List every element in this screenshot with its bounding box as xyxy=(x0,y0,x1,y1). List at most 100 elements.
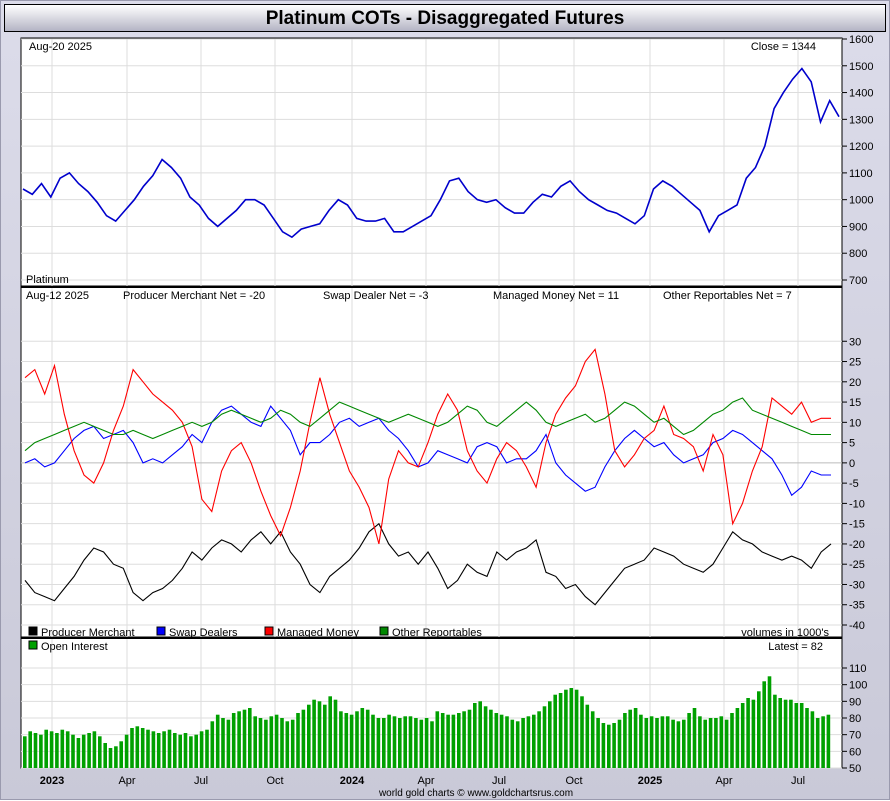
y-tick-label: 60 xyxy=(849,746,861,758)
x-tick-label: 2023 xyxy=(40,775,64,787)
y-tick-label: 1600 xyxy=(849,34,873,46)
y-tick-label: 800 xyxy=(849,248,867,260)
footer-credit: world gold charts © www.goldchartsrus.co… xyxy=(378,788,573,799)
oi-bar xyxy=(692,708,697,768)
chart-title: Platinum COTs - Disaggregated Futures xyxy=(4,4,886,32)
oi-bar xyxy=(349,714,354,768)
oi-bar xyxy=(285,721,290,768)
y-tick-label: 70 xyxy=(849,730,861,742)
y-tick-label: -25 xyxy=(849,559,865,571)
y-tick-label: 700 xyxy=(849,275,867,287)
y-tick-label: 90 xyxy=(849,696,861,708)
oi-bar xyxy=(98,736,102,768)
oi-bar xyxy=(746,698,750,768)
x-tick-label: Jul xyxy=(791,775,805,787)
oi-bar xyxy=(435,711,440,768)
oi-bar xyxy=(467,709,472,768)
oi-bar xyxy=(735,708,740,768)
oi-bar xyxy=(344,713,349,768)
oi-bar xyxy=(430,721,434,768)
x-tick-label: 2025 xyxy=(638,775,662,787)
y-tick-label: 1000 xyxy=(849,195,873,207)
oi-bar xyxy=(301,709,306,768)
oi-bar xyxy=(783,699,788,768)
oi-bar xyxy=(494,713,499,768)
oi-bar xyxy=(124,734,129,768)
oi-bar xyxy=(698,716,702,768)
y-tick-label: -20 xyxy=(849,539,865,551)
oi-bar xyxy=(558,693,563,768)
oi-bar xyxy=(515,721,520,768)
units-label: volumes in 1000's xyxy=(741,627,829,639)
oi-bar xyxy=(39,734,43,768)
oi-bar xyxy=(365,709,370,768)
oi-bar xyxy=(167,729,172,768)
y-tick-label: 25 xyxy=(849,357,861,369)
legend-producer: Producer Merchant xyxy=(41,627,135,639)
oi-bar xyxy=(114,746,118,768)
x-tick-label: Oct xyxy=(266,775,283,787)
oi-bar xyxy=(815,718,820,768)
y-tick-label: 5 xyxy=(849,438,855,450)
managed-money-line xyxy=(24,348,831,545)
oi-bar xyxy=(708,718,713,768)
oi-bar xyxy=(794,703,799,768)
oi-bar xyxy=(682,719,686,768)
oi-bar xyxy=(821,716,825,768)
oi-bar xyxy=(499,714,504,768)
price-close-label: Close = 1344 xyxy=(751,41,816,53)
y-tick-label: 30 xyxy=(849,336,861,348)
oi-bar xyxy=(264,719,268,768)
oi-bar xyxy=(644,718,649,768)
oi-bar xyxy=(92,731,97,768)
oi-bar xyxy=(703,719,707,768)
oi-bar xyxy=(773,694,777,768)
oi-bar xyxy=(537,711,541,768)
y-tick-label: 50 xyxy=(849,763,861,775)
oi-bar xyxy=(623,713,627,768)
oi-bar xyxy=(719,716,724,768)
oi-bar xyxy=(28,731,32,768)
oi-bar xyxy=(789,699,793,768)
oi-bar xyxy=(237,711,241,768)
oi-bar xyxy=(601,723,606,768)
oi-bar xyxy=(65,731,70,768)
legend-other: Other Reportables xyxy=(392,627,482,639)
legend-swatch-producer xyxy=(28,626,38,636)
oi-bar xyxy=(108,748,113,768)
y-axis-labels: 7008009001000110012001300140015001600-40… xyxy=(842,34,873,775)
oi-bar xyxy=(210,721,215,768)
oi-bar xyxy=(553,694,557,768)
grid-lines xyxy=(21,38,842,769)
oi-bar xyxy=(564,689,568,768)
oi-bar xyxy=(676,721,681,768)
oi-bar xyxy=(151,731,156,768)
oi-bar xyxy=(580,696,584,768)
x-tick-label: Apr xyxy=(715,775,732,787)
oi-bar xyxy=(226,719,231,768)
y-tick-label: 100 xyxy=(849,680,867,692)
y-tick-label: 1500 xyxy=(849,61,873,73)
y-tick-label: 0 xyxy=(849,458,855,470)
oi-bar xyxy=(762,681,766,768)
oi-bar xyxy=(376,718,381,768)
oi-bar xyxy=(574,689,579,768)
oi-bar xyxy=(33,733,38,768)
oi-bar xyxy=(76,738,81,768)
legend-managed: Managed Money xyxy=(277,627,359,639)
oi-bar xyxy=(740,703,745,768)
open-interest-bars xyxy=(23,676,831,768)
oi-bar xyxy=(767,676,772,768)
oi-bar xyxy=(323,704,327,768)
oi-bar xyxy=(617,719,622,768)
oi-bar xyxy=(473,703,477,768)
price-panel xyxy=(20,37,843,287)
oi-bar xyxy=(55,733,59,768)
oi-bar xyxy=(183,733,188,768)
y-tick-label: 900 xyxy=(849,221,867,233)
oi-bar xyxy=(199,731,204,768)
oi-bar xyxy=(215,714,220,768)
oi-bar xyxy=(387,714,391,768)
oi-bar xyxy=(296,713,300,768)
legend-swatch-swap xyxy=(156,626,166,636)
